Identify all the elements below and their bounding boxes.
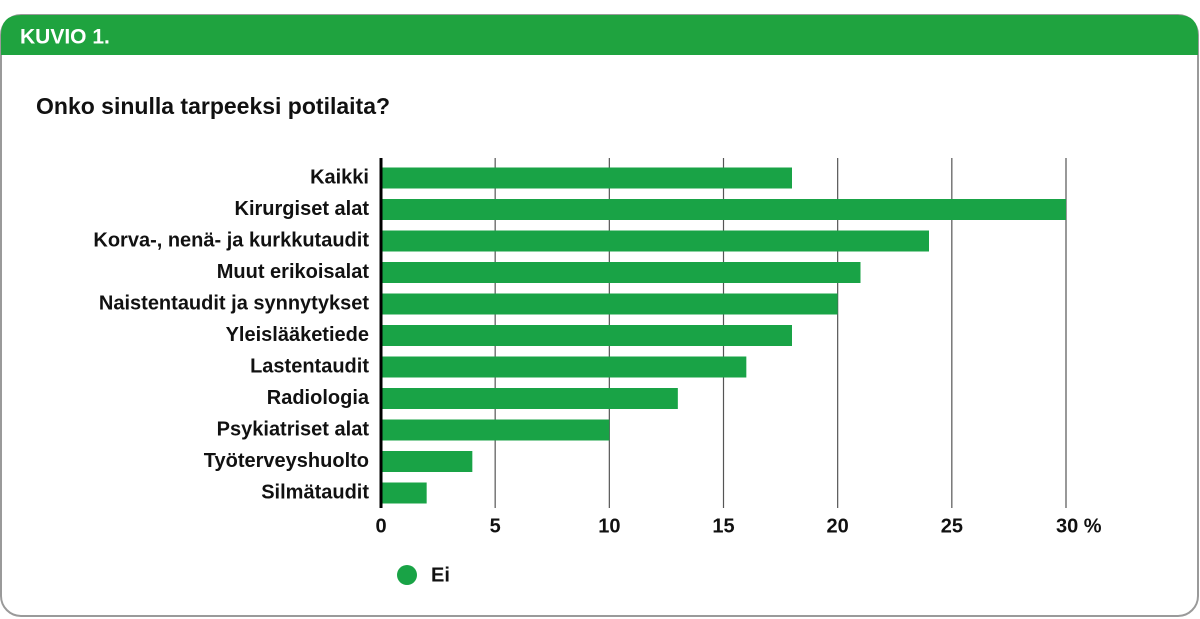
x-tick-label: 30 % [1056, 515, 1102, 537]
x-tick-label: 10 [598, 515, 620, 537]
y-tick-label: Kirurgiset alat [235, 198, 370, 220]
bar [381, 293, 838, 315]
legend-marker [397, 565, 417, 585]
bar [381, 419, 610, 441]
x-tick-label: 0 [375, 515, 386, 537]
bar [381, 356, 747, 378]
y-tick-label: Yleislääketiede [226, 324, 369, 346]
y-tick-label: Lastentaudit [250, 355, 369, 377]
y-tick-label: Kaikki [310, 166, 369, 188]
y-tick-label: Korva-, nenä- ja kurkkutaudit [93, 229, 369, 251]
bar [381, 388, 678, 409]
y-tick-label: Silmätaudit [261, 481, 369, 503]
y-tick-label: Naistentaudit ja synnytykset [99, 292, 369, 314]
chart-title: Onko sinulla tarpeeksi potilaita? [36, 93, 390, 119]
bar [381, 482, 427, 504]
x-tick-label: 15 [712, 515, 734, 537]
bar [381, 451, 473, 472]
y-tick-label: Työterveyshuolto [204, 450, 369, 472]
y-tick-label: Radiologia [267, 387, 370, 409]
bar [381, 199, 1066, 220]
x-tick-label: 25 [941, 515, 963, 537]
x-tick-label: 20 [827, 515, 849, 537]
x-tick-label: 5 [490, 515, 501, 537]
y-tick-label: Psykiatriset alat [217, 418, 370, 440]
bar [381, 167, 792, 189]
bar [381, 230, 929, 252]
legend-label: Ei [431, 564, 450, 586]
y-tick-label: Muut erikoisalat [217, 261, 370, 283]
bar [381, 325, 792, 346]
header-label: KUVIO 1. [20, 26, 110, 49]
header-bar [1, 15, 1198, 55]
bar [381, 262, 861, 283]
